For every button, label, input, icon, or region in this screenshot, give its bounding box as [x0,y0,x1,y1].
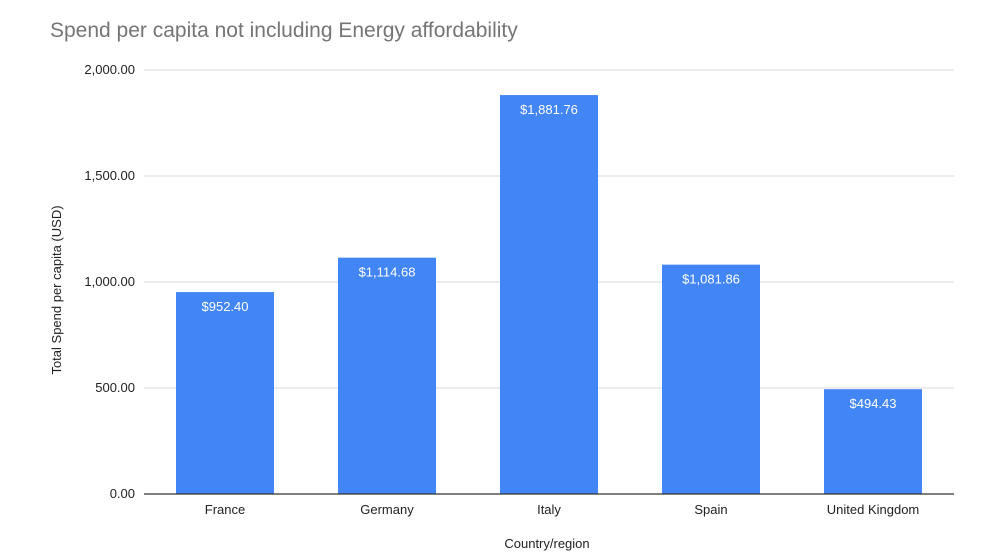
y-tick-label: 1,000.00 [84,274,135,289]
y-tick-label: 500.00 [95,380,135,395]
x-tick-label: Spain [694,502,727,517]
chart-title: Spend per capita not including Energy af… [50,19,518,42]
bar-data-label: $1,881.76 [520,102,578,117]
x-tick-label: France [205,502,245,517]
bar [338,257,436,494]
bar-data-label: $1,114.68 [359,265,416,280]
x-tick-label: Italy [537,502,561,517]
y-tick-label: 1,500.00 [84,168,135,183]
bars: $952.40 $1,114.68 $1,881.76 $1,081.86 $494.4… [176,95,922,494]
bar-data-label: $1,081.86 [682,272,740,287]
axes: 0.00 500.00 1,000.00 1,500.00 2,000.00 France… [84,62,954,517]
x-tick-label: Germany [360,502,414,517]
x-axis-title: Country/region [504,536,589,551]
y-tick-label: 2,000.00 [84,62,135,77]
y-tick-label: 0.00 [110,486,135,501]
bar [176,292,274,494]
bar-data-label: $952.40 [202,299,249,314]
bar-data-label: $494.43 [850,396,897,411]
bar [500,95,598,494]
x-tick-label: United Kingdom [827,502,920,517]
bar [824,389,922,494]
bar [662,264,760,494]
y-axis-title: Total Spend per capita (USD) [49,205,64,374]
